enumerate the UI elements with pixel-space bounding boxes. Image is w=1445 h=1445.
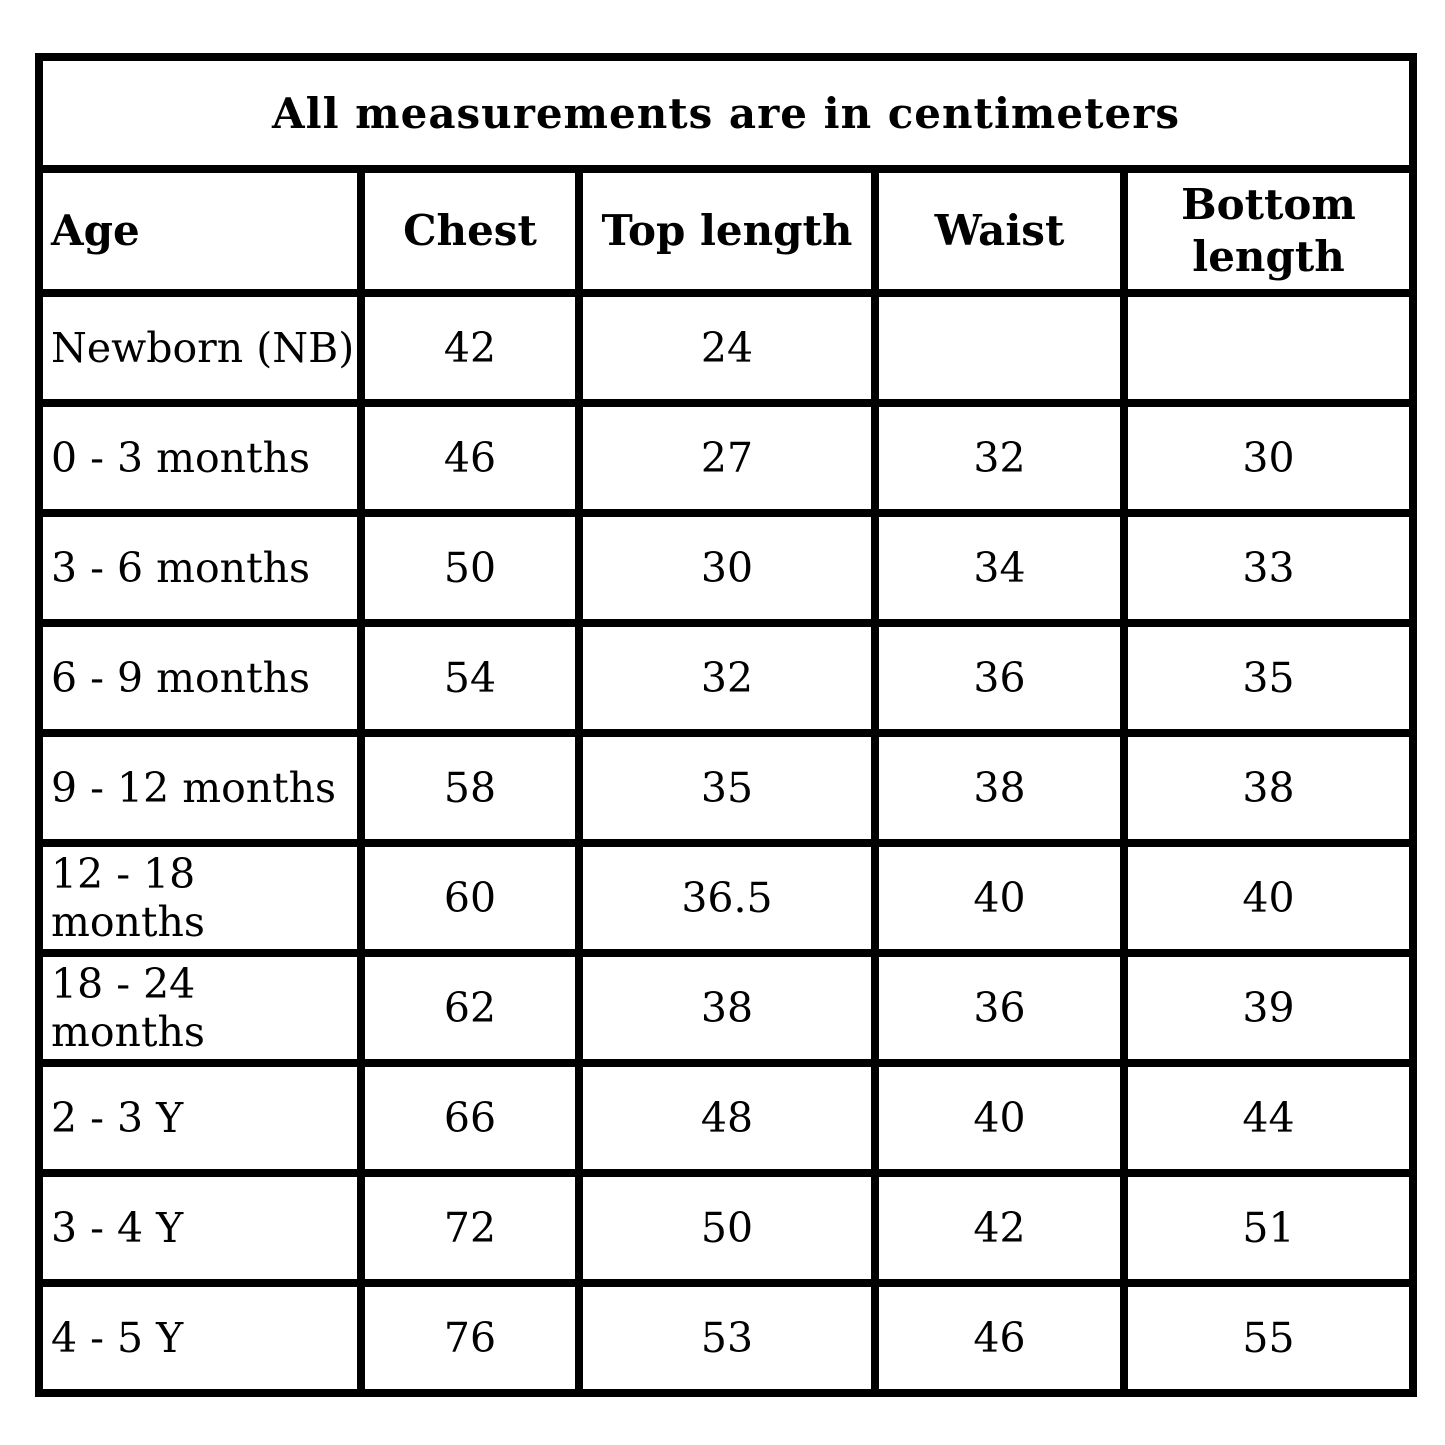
cell-waist: 36 [871,619,1128,737]
table-row-2-3-y: 2 - 3 Y 66 48 40 44 [35,1059,1417,1177]
cell-waist: 40 [871,839,1128,957]
column-header-bottom-length: Bottom length [1120,165,1417,297]
cell-bottom-length: 35 [1120,619,1417,737]
cell-top-length: 30 [575,509,879,627]
cell-top-length: 35 [575,729,879,847]
cell-chest: 42 [357,289,583,407]
column-header-chest: Chest [357,165,583,297]
cell-top-length: 48 [575,1059,879,1177]
size-chart-table: All measurements are in centimeters Age … [35,53,1417,1397]
cell-chest: 76 [357,1279,583,1397]
table-row-0-3-months: 0 - 3 months 46 27 32 30 [35,399,1417,517]
cell-age: 2 - 3 Y [35,1059,365,1177]
cell-waist: 40 [871,1059,1128,1177]
table-row-newborn: Newborn (NB) 42 24 [35,289,1417,407]
cell-chest: 54 [357,619,583,737]
cell-bottom-length: 38 [1120,729,1417,847]
cell-age: 9 - 12 months [35,729,365,847]
cell-age: 18 - 24 months [35,949,365,1067]
cell-age: 3 - 4 Y [35,1169,365,1287]
cell-bottom-length: 55 [1120,1279,1417,1397]
cell-chest: 62 [357,949,583,1067]
cell-chest: 58 [357,729,583,847]
cell-age: 4 - 5 Y [35,1279,365,1397]
table-row-3-6-months: 3 - 6 months 50 30 34 33 [35,509,1417,627]
cell-waist: 34 [871,509,1128,627]
table-title: All measurements are in centimeters [35,53,1417,173]
table-row-9-12-months: 9 - 12 months 58 35 38 38 [35,729,1417,847]
table-header-row: Age Chest Top length Waist Bottom length [35,165,1417,297]
cell-age: 0 - 3 months [35,399,365,517]
cell-top-length: 50 [575,1169,879,1287]
cell-age: Newborn (NB) [35,289,365,407]
table-row-12-18-months: 12 - 18 months 60 36.5 40 40 [35,839,1417,957]
cell-chest: 46 [357,399,583,517]
cell-chest: 60 [357,839,583,957]
cell-waist: 46 [871,1279,1128,1397]
cell-chest: 50 [357,509,583,627]
cell-waist: 42 [871,1169,1128,1287]
cell-age: 3 - 6 months [35,509,365,627]
table-row-18-24-months: 18 - 24 months 62 38 36 39 [35,949,1417,1067]
table-title-row: All measurements are in centimeters [35,53,1417,173]
cell-top-length: 38 [575,949,879,1067]
cell-top-length: 27 [575,399,879,517]
column-header-top-length: Top length [575,165,879,297]
cell-bottom-length: 44 [1120,1059,1417,1177]
cell-waist: 36 [871,949,1128,1067]
cell-waist: 38 [871,729,1128,847]
cell-bottom-length: 51 [1120,1169,1417,1287]
cell-top-length: 53 [575,1279,879,1397]
cell-chest: 72 [357,1169,583,1287]
cell-waist: 32 [871,399,1128,517]
cell-bottom-length: 30 [1120,399,1417,517]
cell-bottom-length: 40 [1120,839,1417,957]
table-row-3-4-y: 3 - 4 Y 72 50 42 51 [35,1169,1417,1287]
cell-bottom-length [1120,289,1417,407]
cell-chest: 66 [357,1059,583,1177]
table-row-6-9-months: 6 - 9 months 54 32 36 35 [35,619,1417,737]
cell-bottom-length: 39 [1120,949,1417,1067]
cell-top-length: 32 [575,619,879,737]
table-row-4-5-y: 4 - 5 Y 76 53 46 55 [35,1279,1417,1397]
cell-age: 12 - 18 months [35,839,365,957]
cell-top-length: 24 [575,289,879,407]
column-header-age: Age [35,165,365,297]
cell-top-length: 36.5 [575,839,879,957]
cell-bottom-length: 33 [1120,509,1417,627]
cell-age: 6 - 9 months [35,619,365,737]
column-header-waist: Waist [871,165,1128,297]
cell-waist [871,289,1128,407]
